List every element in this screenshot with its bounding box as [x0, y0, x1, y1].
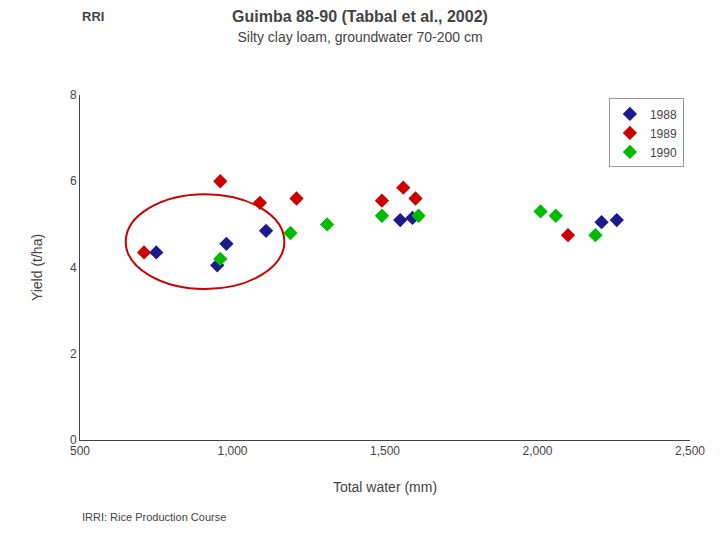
svg-text:1,000: 1,000 [217, 444, 247, 458]
svg-text:4: 4 [70, 261, 77, 275]
svg-text:500: 500 [70, 444, 90, 458]
svg-text:1988: 1988 [650, 108, 677, 122]
svg-text:Total water (mm): Total water (mm) [333, 479, 437, 495]
svg-text:Guimba 88-90 (Tabbal et al., 2: Guimba 88-90 (Tabbal et al., 2002)Silty … [232, 8, 488, 46]
svg-text:0: 0 [70, 433, 77, 447]
svg-text:2: 2 [70, 347, 77, 361]
svg-text:1,500: 1,500 [370, 444, 400, 458]
svg-text:6: 6 [70, 174, 77, 188]
svg-text:IRRI: Rice Production Course: IRRI: Rice Production Course [82, 511, 226, 523]
svg-text:1989: 1989 [650, 127, 677, 141]
svg-text:8: 8 [70, 88, 77, 102]
svg-text:1990: 1990 [650, 146, 677, 160]
svg-text:RRI: RRI [82, 9, 104, 24]
svg-text:2,000: 2,000 [522, 444, 552, 458]
svg-text:Yield (t/ha): Yield (t/ha) [29, 234, 45, 301]
svg-text:2,500: 2,500 [675, 444, 705, 458]
